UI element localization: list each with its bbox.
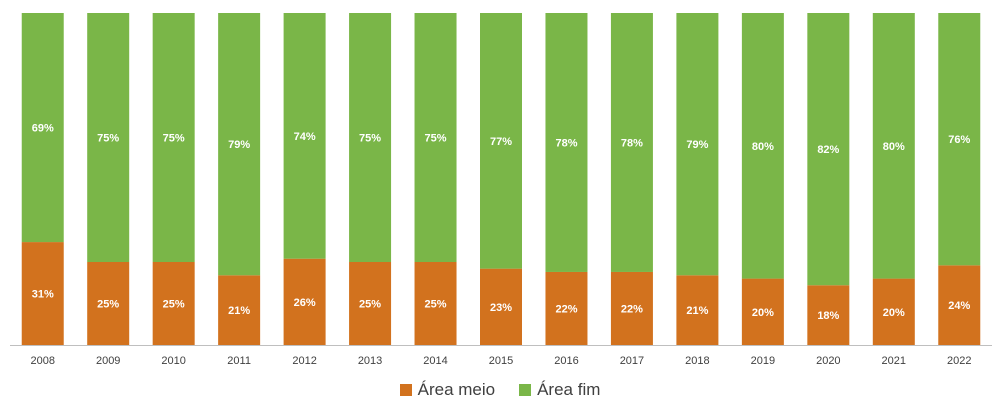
x-tick-label-2020: 2020: [816, 355, 840, 367]
data-label-meio-2014: 25%: [425, 299, 447, 311]
x-tick-label-2015: 2015: [489, 355, 513, 367]
bar-meio-2015: [480, 268, 522, 345]
bar-meio-2012: [283, 258, 326, 345]
bar-meio-2011: [218, 275, 261, 345]
x-tick-label-2022: 2022: [947, 355, 971, 367]
data-label-meio-2019: 20%: [752, 307, 774, 319]
data-label-fim-2012: 74%: [294, 131, 316, 143]
data-label-meio-2011: 21%: [228, 305, 250, 317]
data-label-fim-2009: 75%: [97, 133, 119, 145]
data-label-fim-2015: 77%: [490, 136, 512, 148]
data-label-fim-2008: 69%: [32, 123, 54, 135]
data-label-fim-2022: 76%: [948, 134, 970, 146]
data-label-meio-2010: 25%: [163, 299, 185, 311]
bar-meio-2021: [872, 278, 915, 345]
x-tick-label-2021: 2021: [882, 355, 906, 367]
data-label-meio-2008: 31%: [32, 289, 54, 301]
data-label-fim-2011: 79%: [228, 139, 250, 151]
data-label-meio-2020: 18%: [817, 310, 839, 322]
x-tick-label-2009: 2009: [96, 355, 120, 367]
bar-fim-2021: [872, 13, 915, 279]
data-label-fim-2014: 75%: [425, 133, 447, 145]
bar-fim-2008: [21, 13, 64, 243]
data-label-meio-2022: 24%: [948, 300, 970, 312]
legend-label-meio: Área meio: [417, 380, 496, 399]
x-tick-label-2010: 2010: [161, 355, 185, 367]
legend-swatch-fim: [519, 384, 532, 396]
data-label-meio-2013: 25%: [359, 299, 381, 311]
x-tick-label-2014: 2014: [423, 355, 447, 367]
data-label-meio-2018: 21%: [686, 305, 708, 317]
bar-meio-2022: [938, 265, 981, 345]
bar-fim-2010: [152, 13, 195, 262]
data-label-fim-2018: 79%: [686, 139, 708, 151]
legend-swatch-meio: [399, 384, 412, 396]
bar-fim-2015: [480, 13, 522, 269]
data-label-meio-2016: 22%: [555, 303, 577, 315]
data-label-meio-2017: 22%: [621, 303, 643, 315]
legend-item-meio: Área meio: [399, 380, 496, 400]
data-label-meio-2012: 26%: [294, 297, 316, 309]
bar-meio-2020: [807, 285, 850, 345]
bar-fim-2014: [414, 13, 457, 262]
x-tick-label-2018: 2018: [685, 355, 709, 367]
bar-meio-2018: [676, 275, 719, 345]
legend-item-fim: Área fim: [519, 380, 600, 400]
bar-fim-2018: [676, 13, 719, 276]
legend: Área meio Área fim: [0, 380, 1000, 400]
bar-meio-2019: [741, 278, 784, 345]
data-label-fim-2021: 80%: [883, 141, 905, 153]
data-label-fim-2013: 75%: [359, 133, 381, 145]
bar-fim-2022: [938, 13, 981, 266]
bar-meio-2008: [21, 242, 64, 345]
bar-meio-2017: [610, 271, 653, 345]
bar-fim-2019: [741, 13, 784, 279]
x-tick-label-2008: 2008: [30, 355, 54, 367]
bar-fim-2020: [807, 13, 850, 286]
data-label-fim-2016: 78%: [555, 137, 577, 149]
stacked-bar-chart: 31% 69% 2008 25% 75% 2009 25% 75% 2010 21% 79% 2011…: [10, 13, 992, 367]
bar-fim-2013: [349, 13, 392, 262]
bar-meio-2013: [349, 262, 392, 345]
data-label-meio-2009: 25%: [97, 299, 119, 311]
x-tick-label-2011: 2011: [227, 355, 251, 367]
x-tick-label-2019: 2019: [751, 355, 775, 367]
bar-meio-2014: [414, 262, 457, 345]
data-label-meio-2021: 20%: [883, 307, 905, 319]
legend-label-fim: Área fim: [537, 380, 601, 399]
data-label-fim-2010: 75%: [163, 133, 185, 145]
bar-meio-2010: [152, 262, 195, 345]
bar-meio-2016: [545, 271, 588, 345]
bar-fim-2011: [218, 13, 261, 276]
data-label-fim-2017: 78%: [621, 137, 643, 149]
data-label-fim-2019: 80%: [752, 141, 774, 153]
data-label-fim-2020: 82%: [817, 144, 839, 156]
bar-fim-2009: [87, 13, 130, 262]
bar-meio-2009: [87, 262, 130, 345]
x-tick-label-2013: 2013: [358, 355, 382, 367]
x-tick-label-2016: 2016: [554, 355, 578, 367]
bar-fim-2016: [545, 13, 588, 272]
bar-fim-2012: [283, 13, 326, 259]
x-tick-label-2012: 2012: [292, 355, 316, 367]
data-label-meio-2015: 23%: [490, 302, 512, 314]
bar-fim-2017: [610, 13, 653, 272]
x-tick-label-2017: 2017: [620, 355, 644, 367]
